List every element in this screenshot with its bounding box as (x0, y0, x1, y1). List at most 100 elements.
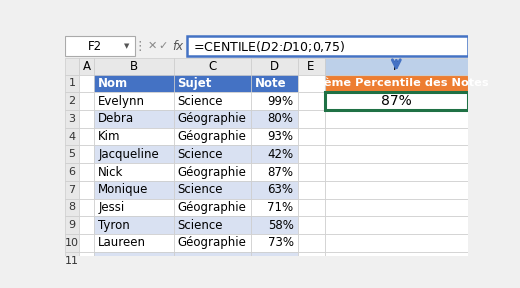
Text: 3: 3 (69, 114, 75, 124)
Bar (79, 252, 95, 269)
Text: Jessi: Jessi (98, 201, 125, 214)
Text: Science: Science (177, 148, 223, 161)
Bar (174, 110, 251, 128)
Bar (297, 128, 324, 145)
Text: D: D (270, 60, 279, 73)
Bar (297, 198, 324, 216)
Text: ✓: ✓ (159, 41, 168, 51)
Bar (297, 75, 324, 92)
Bar (251, 75, 297, 92)
Bar (95, 145, 174, 163)
Bar (324, 234, 468, 252)
Bar (65, 110, 79, 128)
Bar (297, 58, 324, 75)
Bar (251, 145, 297, 163)
Bar (65, 75, 79, 92)
Bar (324, 145, 468, 163)
Text: Géographie: Géographie (177, 130, 246, 143)
Bar (79, 181, 95, 198)
Bar (79, 75, 95, 92)
Text: Science: Science (177, 219, 223, 232)
Bar (187, 36, 468, 56)
Bar (95, 216, 174, 234)
Bar (251, 181, 297, 198)
Bar (65, 234, 79, 252)
Bar (297, 110, 324, 128)
Text: ✕: ✕ (147, 41, 157, 51)
Text: 99%: 99% (267, 95, 294, 108)
Bar (95, 252, 174, 269)
Text: Sujet: Sujet (177, 77, 212, 90)
Bar (174, 234, 251, 252)
Text: 2: 2 (69, 96, 75, 106)
Bar (297, 181, 324, 198)
Text: 11: 11 (65, 255, 79, 266)
Text: Kim: Kim (98, 130, 121, 143)
Bar (65, 128, 79, 145)
Bar (79, 128, 95, 145)
Bar (324, 198, 468, 216)
Bar (79, 163, 95, 181)
Text: 93%: 93% (268, 130, 294, 143)
Text: 9: 9 (69, 220, 75, 230)
Text: Tyron: Tyron (98, 219, 130, 232)
Bar (251, 252, 297, 269)
Text: B: B (130, 60, 138, 73)
Bar (95, 75, 174, 92)
Bar (95, 128, 174, 145)
Bar (79, 110, 95, 128)
Text: 73%: 73% (268, 236, 294, 249)
Bar (79, 92, 95, 110)
Bar (174, 145, 251, 163)
Bar (297, 92, 324, 110)
Bar (297, 216, 324, 234)
Text: ⋮: ⋮ (133, 40, 146, 53)
Bar (251, 92, 297, 110)
Bar (174, 216, 251, 234)
Text: F2: F2 (88, 40, 102, 53)
Bar (174, 252, 251, 269)
Bar (79, 58, 95, 75)
Text: Géographie: Géographie (177, 201, 246, 214)
Bar (174, 181, 251, 198)
Bar (79, 234, 95, 252)
Bar (174, 128, 251, 145)
Text: Science: Science (177, 95, 223, 108)
Bar (251, 198, 297, 216)
Text: Nick: Nick (98, 166, 124, 179)
Text: Monique: Monique (98, 183, 149, 196)
Text: 8: 8 (69, 202, 75, 213)
Bar (324, 58, 468, 75)
Bar (65, 92, 79, 110)
Bar (79, 216, 95, 234)
Text: 87%: 87% (268, 166, 294, 179)
Text: 80%: 80% (268, 112, 294, 125)
Bar (251, 216, 297, 234)
Text: Nom: Nom (98, 77, 128, 90)
Bar (65, 163, 79, 181)
Text: Géographie: Géographie (177, 112, 246, 125)
Bar (65, 35, 468, 58)
Bar (324, 252, 468, 269)
Bar (251, 128, 297, 145)
Bar (324, 181, 468, 198)
Bar (65, 252, 79, 269)
Text: Géographie: Géographie (177, 166, 246, 179)
Bar (65, 145, 79, 163)
Bar (251, 58, 297, 75)
Text: Debra: Debra (98, 112, 135, 125)
Text: Evelynn: Evelynn (98, 95, 145, 108)
Text: Science: Science (177, 183, 223, 196)
Text: 7: 7 (69, 185, 75, 195)
Bar (65, 198, 79, 216)
Text: 1: 1 (69, 78, 75, 88)
Bar (324, 75, 468, 92)
Text: 10: 10 (65, 238, 79, 248)
Bar (65, 58, 79, 75)
Text: 4: 4 (69, 132, 75, 142)
Text: C: C (208, 60, 216, 73)
Text: fx: fx (172, 40, 183, 53)
Bar (95, 234, 174, 252)
Bar (174, 58, 251, 75)
Text: Laureen: Laureen (98, 236, 146, 249)
